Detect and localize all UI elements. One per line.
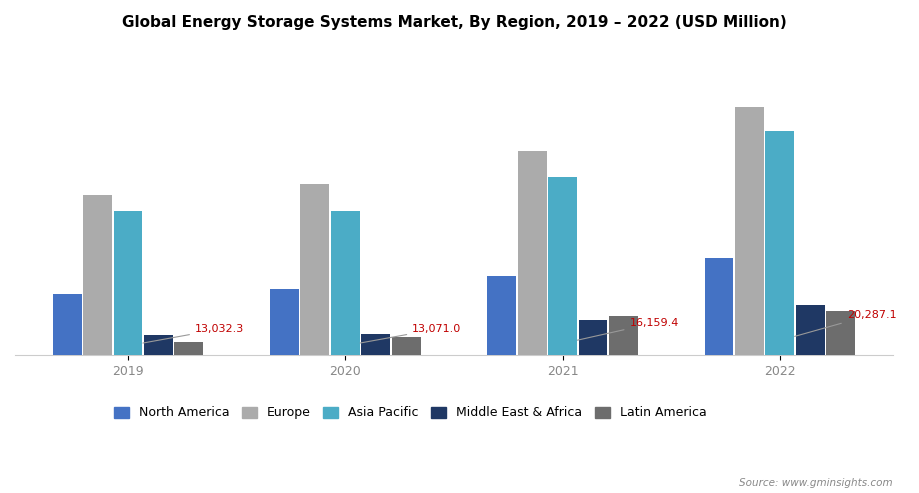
Bar xyxy=(83,195,112,355)
Bar xyxy=(548,177,576,355)
Bar xyxy=(175,342,203,355)
Bar xyxy=(301,184,329,355)
Bar xyxy=(704,258,732,355)
Text: 13,032.3: 13,032.3 xyxy=(142,324,244,343)
Bar xyxy=(391,337,420,355)
Text: 16,159.4: 16,159.4 xyxy=(577,318,678,340)
Title: Global Energy Storage Systems Market, By Region, 2019 – 2022 (USD Million): Global Energy Storage Systems Market, By… xyxy=(121,15,786,30)
Bar xyxy=(765,132,793,355)
Bar xyxy=(361,334,390,355)
Bar xyxy=(143,335,173,355)
Bar xyxy=(331,211,359,355)
Bar xyxy=(578,320,607,355)
Bar xyxy=(734,107,763,355)
Bar xyxy=(269,289,299,355)
Text: Source: www.gminsights.com: Source: www.gminsights.com xyxy=(738,478,891,488)
Bar xyxy=(608,317,637,355)
Text: 13,071.0: 13,071.0 xyxy=(359,324,461,343)
Bar xyxy=(487,276,516,355)
Legend: North America, Europe, Asia Pacific, Middle East & Africa, Latin America: North America, Europe, Asia Pacific, Mid… xyxy=(108,401,710,424)
Text: 20,287.1: 20,287.1 xyxy=(794,310,895,336)
Bar xyxy=(517,151,546,355)
Bar xyxy=(113,211,142,355)
Bar xyxy=(825,311,854,355)
Bar xyxy=(795,306,823,355)
Bar xyxy=(52,294,82,355)
